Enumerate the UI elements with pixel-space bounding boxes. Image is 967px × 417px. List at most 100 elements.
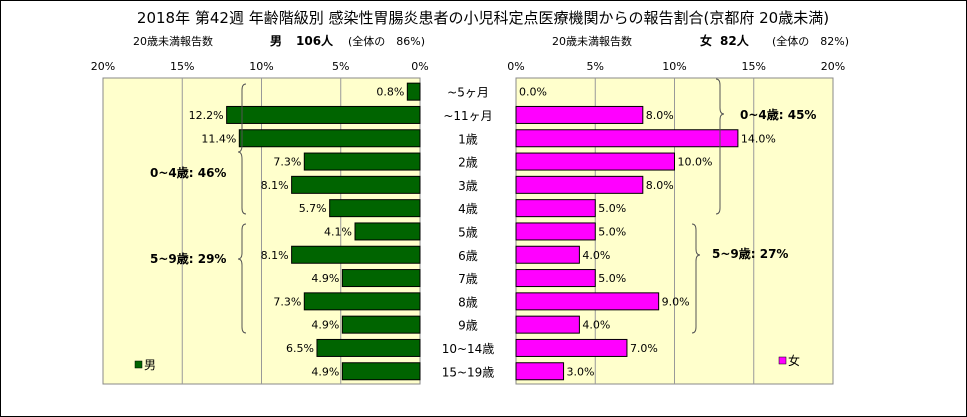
left-legend-label: 男 — [144, 358, 156, 372]
right-header-label: 20歳未満報告数 — [552, 35, 632, 48]
right-bracket-label-5-9: 5~9歳: 27% — [712, 246, 788, 261]
left-bar-value-label: 7.3% — [273, 295, 301, 308]
left-bar — [341, 362, 421, 381]
left-bar-value-label: 4.9% — [311, 319, 339, 332]
right-x-tick-label: 0% — [507, 60, 524, 73]
left-bracket-label-5-9: 5~9歳: 29% — [150, 251, 226, 266]
category-label: 7歳 — [458, 272, 478, 286]
right-bar — [515, 245, 580, 264]
left-x-tick-label: 10% — [249, 60, 273, 73]
left-legend-swatch — [134, 360, 143, 369]
category-label: 9歳 — [458, 319, 478, 333]
category-label: 3歳 — [458, 179, 478, 193]
right-bar-value-label: 7.0% — [630, 342, 658, 355]
left-bar — [238, 129, 421, 148]
right-bar-value-label: 5.0% — [598, 225, 626, 238]
right-x-axis: 0% 5% 10% 15% 20% — [507, 60, 845, 73]
category-label: 6歳 — [458, 249, 478, 263]
right-bar — [515, 105, 644, 124]
right-header-group: 女 — [700, 33, 712, 48]
left-bar-value-label: 4.9% — [311, 272, 339, 285]
right-bar-value-label: 4.0% — [582, 319, 610, 332]
right-bar — [515, 269, 596, 288]
left-bracket-5-9 — [237, 223, 247, 334]
left-header-label: 20歳未満報告数 — [133, 35, 213, 48]
right-x-tick-label: 5% — [587, 60, 604, 73]
right-bar — [515, 129, 739, 148]
right-header-count: 82人 — [720, 33, 750, 48]
right-bar-value-label: 3.0% — [567, 365, 595, 378]
left-bar-value-label: 8.1% — [261, 179, 289, 192]
right-bar — [515, 292, 660, 311]
chart-title: 2018年 第42週 年齢階級別 感染性胃腸炎患者の小児科定点医療機関からの報告… — [137, 9, 829, 27]
right-bracket-5-9 — [691, 223, 701, 334]
left-bar-value-label: 12.2% — [189, 109, 224, 122]
right-legend-label: 女 — [788, 353, 800, 368]
left-bar-value-label: 4.1% — [324, 225, 352, 238]
left-bar — [303, 152, 421, 171]
right-bar — [515, 222, 596, 241]
right-bar-value-label: 0.0% — [519, 86, 547, 99]
category-label: 8歳 — [458, 295, 478, 309]
right-bar-value-label: 5.0% — [598, 272, 626, 285]
left-bar-value-label: 6.5% — [286, 342, 314, 355]
category-label: ~5ヶ月 — [447, 86, 489, 100]
left-bar-value-label: 11.4% — [201, 132, 236, 145]
right-bar — [515, 338, 628, 357]
right-bar-value-label: 9.0% — [662, 295, 690, 308]
left-bar — [341, 315, 421, 334]
category-label: 1歳 — [458, 132, 478, 146]
category-label: 10~14歳 — [442, 342, 495, 356]
left-header-count: 106人 — [296, 33, 334, 48]
category-label: 5歳 — [458, 225, 478, 239]
left-bar-value-label: 7.3% — [273, 156, 301, 169]
left-bar-value-label: 5.7% — [299, 202, 327, 215]
left-bar — [406, 82, 421, 101]
right-bar — [515, 199, 596, 218]
left-bar — [226, 105, 421, 124]
left-bar — [354, 222, 421, 241]
left-bar — [291, 245, 421, 264]
category-label: 4歳 — [458, 202, 478, 216]
category-axis: ~5ヶ月 ~11ヶ月 1歳 2歳 3歳 4歳 5歳 6歳 7歳 8歳 9歳 10~14歳 15~19歳 — [442, 86, 495, 380]
right-bar-series: 0.0% 8.0% 14.0% 10.0% 8.0% 5.0% 5.0% 4.0% 5.0% 9.… — [515, 86, 776, 381]
right-bracket-0-4 — [715, 78, 725, 215]
right-bar — [515, 362, 565, 381]
right-bar-value-label: 10.0% — [678, 156, 713, 169]
right-x-tick-label: 20% — [821, 60, 845, 73]
right-bar-value-label: 14.0% — [741, 132, 776, 145]
left-bracket-0-4 — [237, 83, 247, 215]
left-bracket-label-0-4: 0~4歳: 46% — [150, 165, 226, 180]
left-x-tick-label: 15% — [170, 60, 194, 73]
left-bar — [341, 269, 421, 288]
right-bar-value-label: 5.0% — [598, 202, 626, 215]
left-bar — [303, 292, 421, 311]
left-x-axis: 0% 5% 10% 15% 20% — [91, 60, 429, 73]
left-bar — [291, 175, 421, 194]
right-bar — [515, 175, 644, 194]
right-bar — [515, 315, 580, 334]
right-bar-value-label: 4.0% — [582, 249, 610, 262]
category-label: 2歳 — [458, 156, 478, 170]
right-x-tick-label: 10% — [662, 60, 686, 73]
left-bar-value-label: 0.8% — [376, 86, 404, 99]
left-header-group: 男 — [270, 34, 282, 48]
category-label: ~11ヶ月 — [443, 109, 492, 123]
left-x-tick-label: 0% — [411, 60, 428, 73]
right-legend-swatch — [778, 356, 787, 365]
left-bar — [329, 199, 421, 218]
left-bar-value-label: 8.1% — [261, 249, 289, 262]
left-bar-value-label: 4.9% — [311, 365, 339, 378]
left-x-tick-label: 20% — [91, 60, 115, 73]
left-bar — [316, 338, 421, 357]
left-bar-series: 0.8% 12.2% 11.4% 7.3% 8.1% 5.7% 4.1% 8.1% 4.9% 7.… — [189, 82, 421, 381]
left-header-share: (全体の 86%) — [348, 34, 425, 48]
left-x-tick-label: 5% — [332, 60, 349, 73]
category-label: 15~19歳 — [442, 365, 495, 379]
right-x-tick-label: 15% — [742, 60, 766, 73]
right-bar-value-label: 8.0% — [646, 109, 674, 122]
right-header-share: (全体の 82%) — [772, 34, 849, 48]
right-bracket-label-0-4: 0~4歳: 45% — [740, 107, 816, 122]
right-bar — [515, 152, 675, 171]
